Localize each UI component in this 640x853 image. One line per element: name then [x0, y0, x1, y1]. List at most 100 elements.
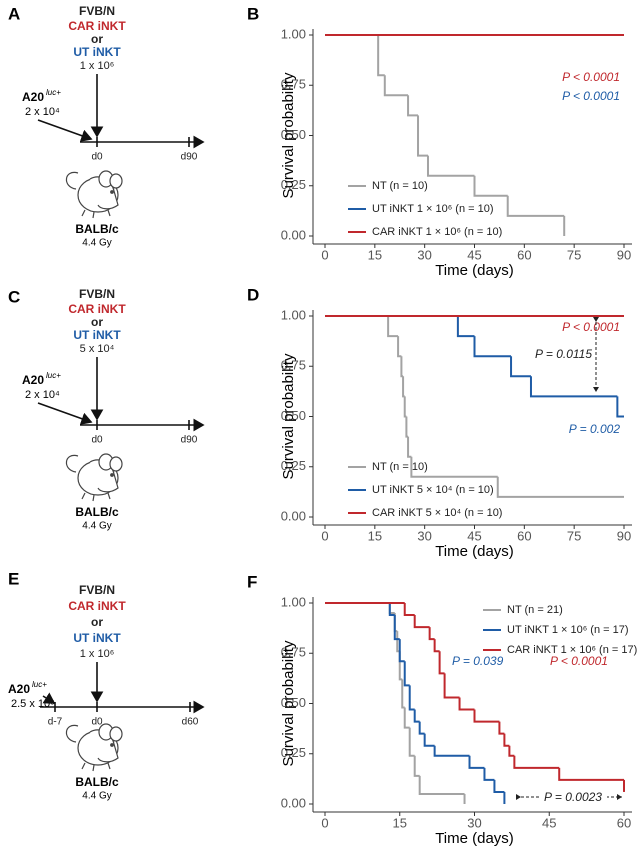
survival-step	[403, 661, 410, 687]
x-tick-label: 0	[321, 815, 328, 830]
x-tick-label: 0	[321, 528, 328, 543]
y-tick-label: 0.00	[281, 508, 306, 523]
schematic-donor: FVB/N	[79, 583, 115, 597]
survival-step	[418, 721, 425, 735]
legend-label: CAR iNKT 1 × 10⁶ (n = 17)	[507, 644, 637, 656]
p-value: P = 0.0023	[544, 790, 602, 804]
survival-step	[473, 175, 508, 197]
x-tick-label: 15	[368, 247, 382, 262]
y-tick-label: 1.00	[281, 26, 306, 41]
tumor-dose: 2 x 10⁴	[25, 389, 60, 401]
legend-label: NT (n = 10)	[372, 461, 428, 473]
survival-step	[438, 651, 445, 675]
x-tick-label: 30	[417, 528, 431, 543]
survival-step	[377, 35, 385, 77]
x-tick-label: 60	[617, 815, 631, 830]
survival-step	[413, 615, 430, 629]
x-tick-label: 75	[567, 247, 581, 262]
host-label: BALB/c	[75, 222, 119, 236]
survival-step	[529, 376, 618, 398]
survival-step	[503, 733, 510, 747]
y-tick-label: 0.50	[281, 127, 306, 142]
x-tick-label: 60	[517, 247, 531, 262]
survival-step	[407, 95, 419, 117]
x-tick-label: 45	[467, 247, 481, 262]
survival-step	[398, 639, 405, 663]
p-value: P < 0.0001	[562, 70, 620, 84]
survival-step	[388, 603, 395, 617]
survival-step	[506, 195, 565, 217]
survival-step	[418, 775, 465, 795]
schematic-donor: FVB/N	[79, 4, 115, 18]
y-tick-label: 0.25	[281, 458, 306, 473]
schematic-dose: 1 x 10⁶	[80, 648, 115, 660]
survival-step	[407, 436, 412, 458]
mouse-icon	[65, 453, 123, 502]
y-axis-title: Survival probability	[280, 72, 297, 198]
schematic-car: CAR iNKT	[68, 302, 126, 316]
y-tick-label: 0.75	[281, 358, 306, 373]
panel-label: C	[8, 287, 20, 306]
survival-step	[393, 615, 400, 641]
y-axis-title: Survival probability	[280, 353, 297, 479]
panel-label: D	[247, 285, 259, 304]
survival-step	[558, 767, 624, 781]
survival-step	[433, 639, 440, 653]
y-tick-label: 0.25	[281, 745, 306, 760]
day-label: d90	[181, 435, 198, 446]
schematic-donor: FVB/N	[79, 287, 115, 301]
x-tick-label: 0	[321, 247, 328, 262]
irradiation-label: 4.4 Gy	[82, 238, 111, 249]
mouse-icon	[65, 723, 123, 772]
x-tick-label: 45	[467, 528, 481, 543]
schematic-car: CAR iNKT	[68, 19, 126, 33]
schematic-or: or	[91, 32, 103, 46]
panel-label: B	[247, 4, 259, 23]
survival-step	[403, 603, 415, 617]
survival-step	[387, 316, 399, 338]
tumor-label: A20	[8, 682, 30, 696]
legend-label: NT (n = 21)	[507, 604, 563, 616]
p-value: P < 0.0001	[550, 654, 608, 668]
schematic-car: CAR iNKT	[68, 599, 126, 613]
p-value: P = 0.039	[452, 654, 504, 668]
y-tick-label: 0.50	[281, 695, 306, 710]
p-value: P < 0.0001	[562, 89, 620, 103]
day-label: d60	[182, 717, 199, 728]
day-label: d0	[91, 152, 103, 163]
survival-step	[428, 627, 435, 641]
survival-step	[408, 685, 415, 711]
survival-step	[456, 316, 475, 338]
schematic-ut: UT iNKT	[73, 45, 121, 59]
mouse-icon	[65, 170, 123, 219]
schematic-or: or	[91, 615, 103, 629]
survival-step	[458, 697, 475, 711]
p-value: P = 0.002	[569, 422, 621, 436]
schematic-dose: 1 x 10⁶	[80, 60, 115, 72]
p-value: P = 0.0115	[535, 347, 592, 361]
tumor-arrow	[37, 402, 93, 425]
tumor-sup: luc+	[32, 680, 47, 689]
y-tick-label: 0.25	[281, 177, 306, 192]
tumor-arrow	[42, 692, 56, 704]
legend-label: UT iNKT 1 × 10⁶ (n = 17)	[507, 624, 629, 636]
legend-label: NT (n = 10)	[372, 180, 428, 192]
legend-label: CAR iNKT 1 × 10⁶ (n = 10)	[372, 226, 502, 238]
tumor-arrow	[37, 119, 93, 142]
day-label: d0	[91, 717, 103, 728]
panel-label: E	[8, 569, 19, 588]
survival-step	[403, 707, 410, 729]
survival-step	[498, 721, 505, 735]
y-axis-title: Survival probability	[280, 640, 297, 766]
survival-step	[413, 709, 420, 723]
schematic-ut: UT iNKT	[73, 631, 121, 645]
survival-step	[402, 376, 405, 398]
y-tick-label: 0.75	[281, 77, 306, 92]
x-tick-label: 30	[467, 815, 481, 830]
survival-step	[473, 336, 512, 358]
survival-step	[510, 356, 531, 378]
day-label: d90	[181, 152, 198, 163]
irradiation-label: 4.4 Gy	[82, 521, 111, 532]
schematic-dose: 5 x 10⁴	[80, 343, 115, 355]
